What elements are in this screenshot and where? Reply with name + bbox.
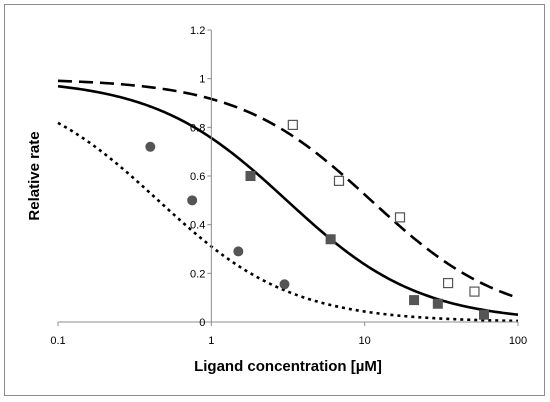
point-open-square bbox=[333, 175, 345, 186]
point-filled-circle bbox=[145, 141, 156, 152]
x-tick-label: 0.1 bbox=[50, 335, 65, 347]
point-filled-square bbox=[325, 234, 336, 245]
point-open-square bbox=[469, 286, 480, 297]
chart-frame bbox=[4, 4, 545, 396]
x-tick-label: 1 bbox=[208, 335, 214, 347]
point-filled-circle bbox=[279, 279, 290, 290]
axes bbox=[57, 29, 519, 326]
y-tick-label: 0.4 bbox=[190, 220, 205, 232]
point-filled-circle bbox=[233, 246, 244, 257]
point-filled-square bbox=[478, 309, 489, 320]
y-tick-label: 0.6 bbox=[190, 171, 205, 183]
y-tick-label: 1 bbox=[199, 74, 205, 86]
y-tick-label: 0.2 bbox=[190, 268, 205, 280]
point-filled-square bbox=[409, 295, 420, 306]
point-open-square bbox=[442, 277, 454, 289]
y-tick-label: 1.2 bbox=[190, 25, 205, 37]
point-open-square bbox=[287, 119, 298, 131]
point-filled-square bbox=[432, 298, 443, 309]
point-open-square bbox=[394, 212, 406, 223]
data-points bbox=[145, 119, 489, 320]
fit-curve-dotted bbox=[57, 121, 519, 323]
point-filled-square bbox=[245, 171, 256, 181]
tick-labels: 0 0.2 0.4 0.6 0.8 1 1.2 0.1 1 10 100 bbox=[50, 25, 527, 347]
y-axis-title: Relative rate bbox=[26, 131, 43, 220]
y-tick-label: 0.8 bbox=[190, 122, 205, 134]
x-axis-title: Ligand concentration [µM] bbox=[194, 358, 382, 375]
y-tick-label: 0 bbox=[199, 317, 205, 329]
fit-curve-dashed bbox=[57, 79, 519, 300]
point-filled-circle bbox=[187, 195, 198, 206]
x-tick-label: 10 bbox=[359, 335, 371, 347]
x-tick-label: 100 bbox=[509, 335, 527, 347]
